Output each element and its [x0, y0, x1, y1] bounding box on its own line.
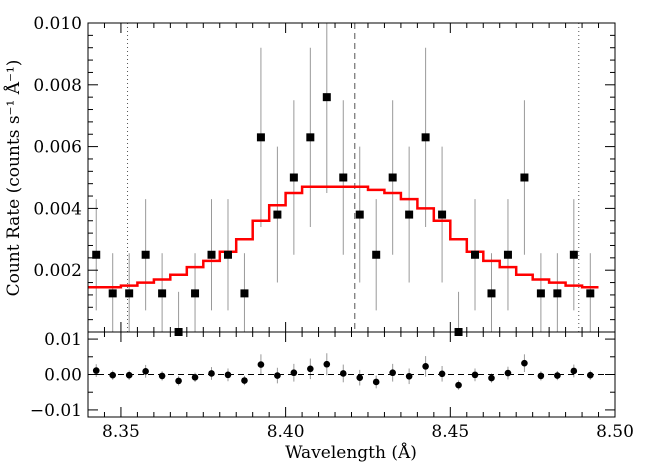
- x-tick-label: 8.50: [596, 422, 634, 442]
- main-panel-ticks: [87, 22, 616, 333]
- data-point: [256, 133, 265, 142]
- residual-point: [586, 371, 594, 379]
- residual-point: [241, 377, 248, 384]
- data-point: [536, 289, 545, 298]
- residual-points-layer: [92, 359, 594, 389]
- residual-point: [471, 371, 479, 379]
- residual-point: [274, 372, 281, 379]
- residual-point: [191, 374, 199, 381]
- residual-point: [92, 367, 100, 374]
- data-point: [207, 250, 216, 259]
- residual-point: [142, 368, 149, 375]
- data-point: [388, 173, 397, 182]
- data-point: [438, 210, 447, 219]
- residual-point: [537, 372, 545, 380]
- data-point: [158, 289, 167, 298]
- data-point: [421, 133, 430, 142]
- residual-point: [158, 372, 166, 380]
- residual-point: [175, 377, 182, 385]
- residual-point: [356, 374, 364, 381]
- residual-point: [208, 370, 215, 377]
- residual-point: [372, 378, 380, 386]
- x-axis-label: Wavelength (Å): [285, 442, 417, 463]
- data-point: [520, 173, 529, 182]
- data-point: [240, 289, 249, 298]
- model-step-curve: [88, 185, 599, 289]
- x-tick-labels: 8.35 8.40 8.45 8.50: [102, 422, 634, 442]
- residual-point: [224, 371, 232, 379]
- data-point: [289, 173, 298, 182]
- residual-point: [339, 370, 347, 377]
- data-point: [339, 173, 348, 182]
- data-point: [553, 289, 562, 298]
- data-point: [471, 250, 480, 259]
- residual-panel-ticks: [87, 332, 616, 417]
- data-point: [322, 93, 331, 102]
- data-point: [405, 210, 414, 219]
- data-point: [273, 210, 282, 219]
- data-point: [372, 250, 381, 259]
- residual-point: [323, 360, 331, 368]
- data-point: [108, 289, 117, 298]
- y-tick-label: 0.008: [33, 76, 82, 96]
- residual-y-tick-labels: 0.01 0.00 −0.01: [30, 330, 82, 421]
- main-panel-frame: [87, 22, 616, 333]
- residual-y-tick-label: 0.00: [44, 366, 82, 386]
- residual-point: [109, 371, 117, 379]
- residual-point: [554, 372, 561, 379]
- data-point: [569, 250, 578, 259]
- data-point: [355, 210, 364, 219]
- x-tick-label: 8.40: [267, 422, 305, 442]
- residual-point: [488, 374, 495, 382]
- residual-point: [125, 371, 133, 379]
- residual-point: [307, 365, 314, 373]
- data-point: [125, 289, 134, 298]
- residual-y-tick-label: 0.01: [44, 330, 82, 350]
- data-point: [503, 250, 512, 259]
- x-tick-label: 8.45: [431, 422, 469, 442]
- x-tick-label: 8.35: [102, 422, 140, 442]
- residual-point: [422, 363, 429, 370]
- data-points-layer: [92, 93, 595, 336]
- residual-point: [438, 370, 446, 378]
- y-tick-label: 0.006: [33, 138, 82, 158]
- data-point: [191, 289, 200, 298]
- y-tick-label: 0.004: [33, 199, 82, 219]
- main-panel: 0.002 0.004 0.006 0.008 0.010: [33, 14, 616, 336]
- model-layer: [88, 185, 599, 289]
- data-point: [223, 250, 232, 259]
- data-point: [92, 250, 101, 259]
- residual-point: [504, 369, 512, 377]
- residual-point: [405, 372, 413, 380]
- residual-panel: 0.01 0.00 −0.01 8.35 8.40 8.45 8.50: [30, 330, 634, 442]
- data-point: [586, 289, 595, 298]
- residual-point: [455, 381, 462, 389]
- residual-point: [521, 359, 528, 367]
- data-point: [487, 289, 496, 298]
- residual-point: [290, 369, 298, 377]
- residual-y-tick-label: −0.01: [30, 401, 82, 421]
- y-tick-label: 0.002: [33, 261, 82, 281]
- residual-point: [257, 361, 265, 368]
- data-point: [306, 133, 315, 142]
- data-point: [141, 250, 150, 259]
- y-tick-label: 0.010: [33, 14, 82, 34]
- residual-point: [389, 369, 396, 377]
- residual-point: [570, 367, 578, 375]
- y-axis-label: Count Rate (counts s⁻¹ Å⁻¹): [3, 60, 24, 297]
- marker-lines-layer: [127, 23, 580, 332]
- main-y-tick-labels: 0.002 0.004 0.006 0.008 0.010: [33, 14, 82, 281]
